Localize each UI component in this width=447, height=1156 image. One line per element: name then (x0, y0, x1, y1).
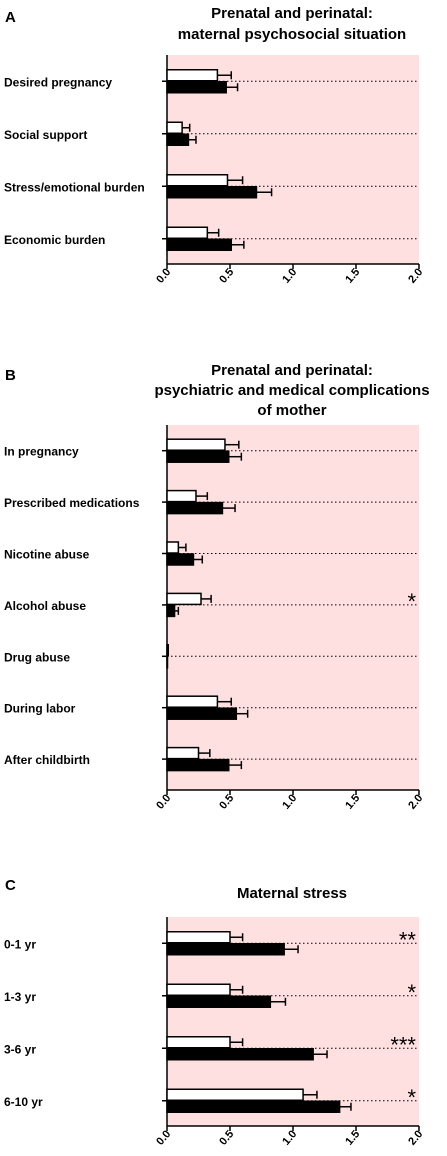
bar (166, 707, 238, 720)
bar (166, 1088, 304, 1101)
x-tick-label: 0.0 (154, 266, 173, 285)
bar (166, 69, 219, 82)
bar (166, 438, 226, 451)
bar (166, 943, 285, 956)
significance-marker: ** (399, 927, 417, 952)
category-label: After childbirth (4, 753, 90, 767)
bar (166, 81, 227, 94)
x-tick-label: 0.0 (154, 792, 173, 811)
category-label: 1-3 yr (4, 990, 36, 1004)
category-label: Economic burden (4, 233, 105, 247)
x-tick-label: 1.0 (280, 1128, 299, 1147)
chart-title: Prenatal and perinatal: (211, 362, 373, 379)
bar (166, 644, 170, 657)
category-label: Desired pregnancy (4, 75, 112, 89)
bar (166, 1036, 231, 1049)
panel-b: B Prenatal and perinatal: psychiatric and … (4, 362, 430, 812)
bar (166, 931, 231, 944)
x-tick-label: 1.5 (343, 266, 362, 285)
bar (166, 238, 233, 251)
significance-marker: * (407, 589, 416, 614)
panel-letter: B (5, 367, 16, 384)
bar (166, 1100, 341, 1113)
category-label: Alcohol abuse (4, 599, 86, 613)
chart-title: Prenatal and perinatal: (211, 5, 373, 22)
chart-title: Maternal stress (237, 885, 347, 902)
panel-a: A Prenatal and perinatal: maternal psychos… (4, 5, 425, 286)
category-label: Stress/emotional burden (4, 180, 145, 194)
chart-title: of mother (257, 402, 326, 419)
bar (166, 226, 209, 239)
x-tick-label: 0.5 (217, 1128, 236, 1147)
bar (166, 541, 180, 554)
bar (166, 995, 272, 1008)
bar (166, 656, 169, 669)
bar (166, 604, 176, 618)
x-tick-label: 0.0 (154, 1128, 173, 1147)
x-tick-label: 2.0 (406, 792, 425, 811)
significance-marker: * (407, 980, 416, 1005)
bar (166, 121, 183, 134)
category-label: Social support (4, 128, 87, 142)
bar (166, 746, 200, 760)
x-tick-label: 1.0 (280, 266, 299, 285)
x-tick-label: 1.0 (280, 792, 299, 811)
bar (166, 186, 258, 199)
x-tick-label: 1.5 (343, 1128, 362, 1147)
bar (166, 501, 224, 515)
significance-marker: * (407, 1085, 416, 1110)
chart-title: psychiatric and medical complications (154, 382, 429, 399)
category-label: Prescribed medications (4, 496, 140, 510)
category-label: In pregnancy (4, 445, 79, 459)
bar (166, 174, 229, 187)
category-label: Nicotine abuse (4, 548, 90, 562)
category-label: 3-6 yr (4, 1042, 36, 1056)
x-tick-label: 0.5 (217, 266, 236, 285)
bar (166, 553, 195, 566)
panel-letter: C (5, 877, 16, 894)
category-label: Drug abuse (4, 650, 70, 664)
bar (166, 489, 197, 503)
category-label: During labor (4, 702, 76, 716)
category-label: 6-10 yr (4, 1095, 43, 1109)
bar (166, 450, 230, 463)
category-label: 0-1 yr (4, 937, 36, 951)
bar (166, 758, 230, 772)
bar (166, 983, 231, 996)
plot-background (167, 425, 419, 790)
chart-title: maternal psychosocial situation (178, 26, 406, 43)
x-tick-label: 1.5 (343, 792, 362, 811)
x-tick-label: 2.0 (406, 266, 425, 285)
bar (166, 1048, 314, 1061)
bar (166, 695, 219, 708)
panel-letter: A (5, 9, 16, 26)
x-tick-label: 0.5 (217, 792, 236, 811)
x-tick-label: 2.0 (406, 1128, 425, 1147)
bar (166, 133, 190, 146)
significance-marker: *** (390, 1032, 416, 1057)
bar (166, 592, 202, 606)
